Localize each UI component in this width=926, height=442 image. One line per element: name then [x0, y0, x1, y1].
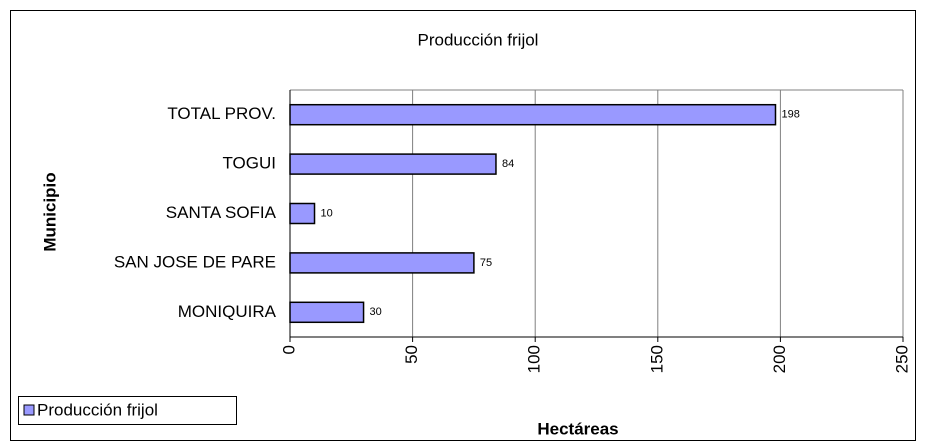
y-tick-label: SANTA SOFIA: [166, 203, 277, 222]
y-tick-label: TOGUI: [222, 154, 276, 173]
x-axis-label: Hectáreas: [537, 419, 618, 438]
legend-swatch: [23, 404, 35, 416]
bar: [289, 301, 365, 324]
x-tick-label: 250: [892, 345, 911, 373]
y-tick-label: TOTAL PROV.: [167, 104, 276, 123]
chart-title: Producción frijol: [418, 30, 539, 49]
x-tick-label: 100: [525, 345, 544, 373]
x-tick-label: 200: [770, 345, 789, 373]
data-label: 10: [321, 207, 333, 219]
bar: [289, 153, 497, 175]
data-label: 84: [502, 158, 514, 170]
legend-label: Producción frijol: [37, 400, 158, 419]
x-tick-label: 50: [402, 345, 421, 364]
chart-border: [10, 10, 916, 441]
data-label: 198: [781, 109, 799, 121]
x-tick-label: 0: [279, 345, 298, 354]
y-tick-label: SAN JOSE DE PARE: [114, 252, 276, 271]
bar: [289, 202, 316, 225]
data-label: 75: [480, 257, 492, 269]
legend: [18, 396, 237, 425]
y-tick-label: MONIQUIRA: [178, 302, 277, 321]
bar: [289, 103, 777, 126]
x-tick-label: 150: [647, 345, 666, 373]
data-label: 30: [370, 306, 382, 318]
bar: [289, 252, 475, 274]
y-axis-label: Municipio: [40, 172, 59, 251]
